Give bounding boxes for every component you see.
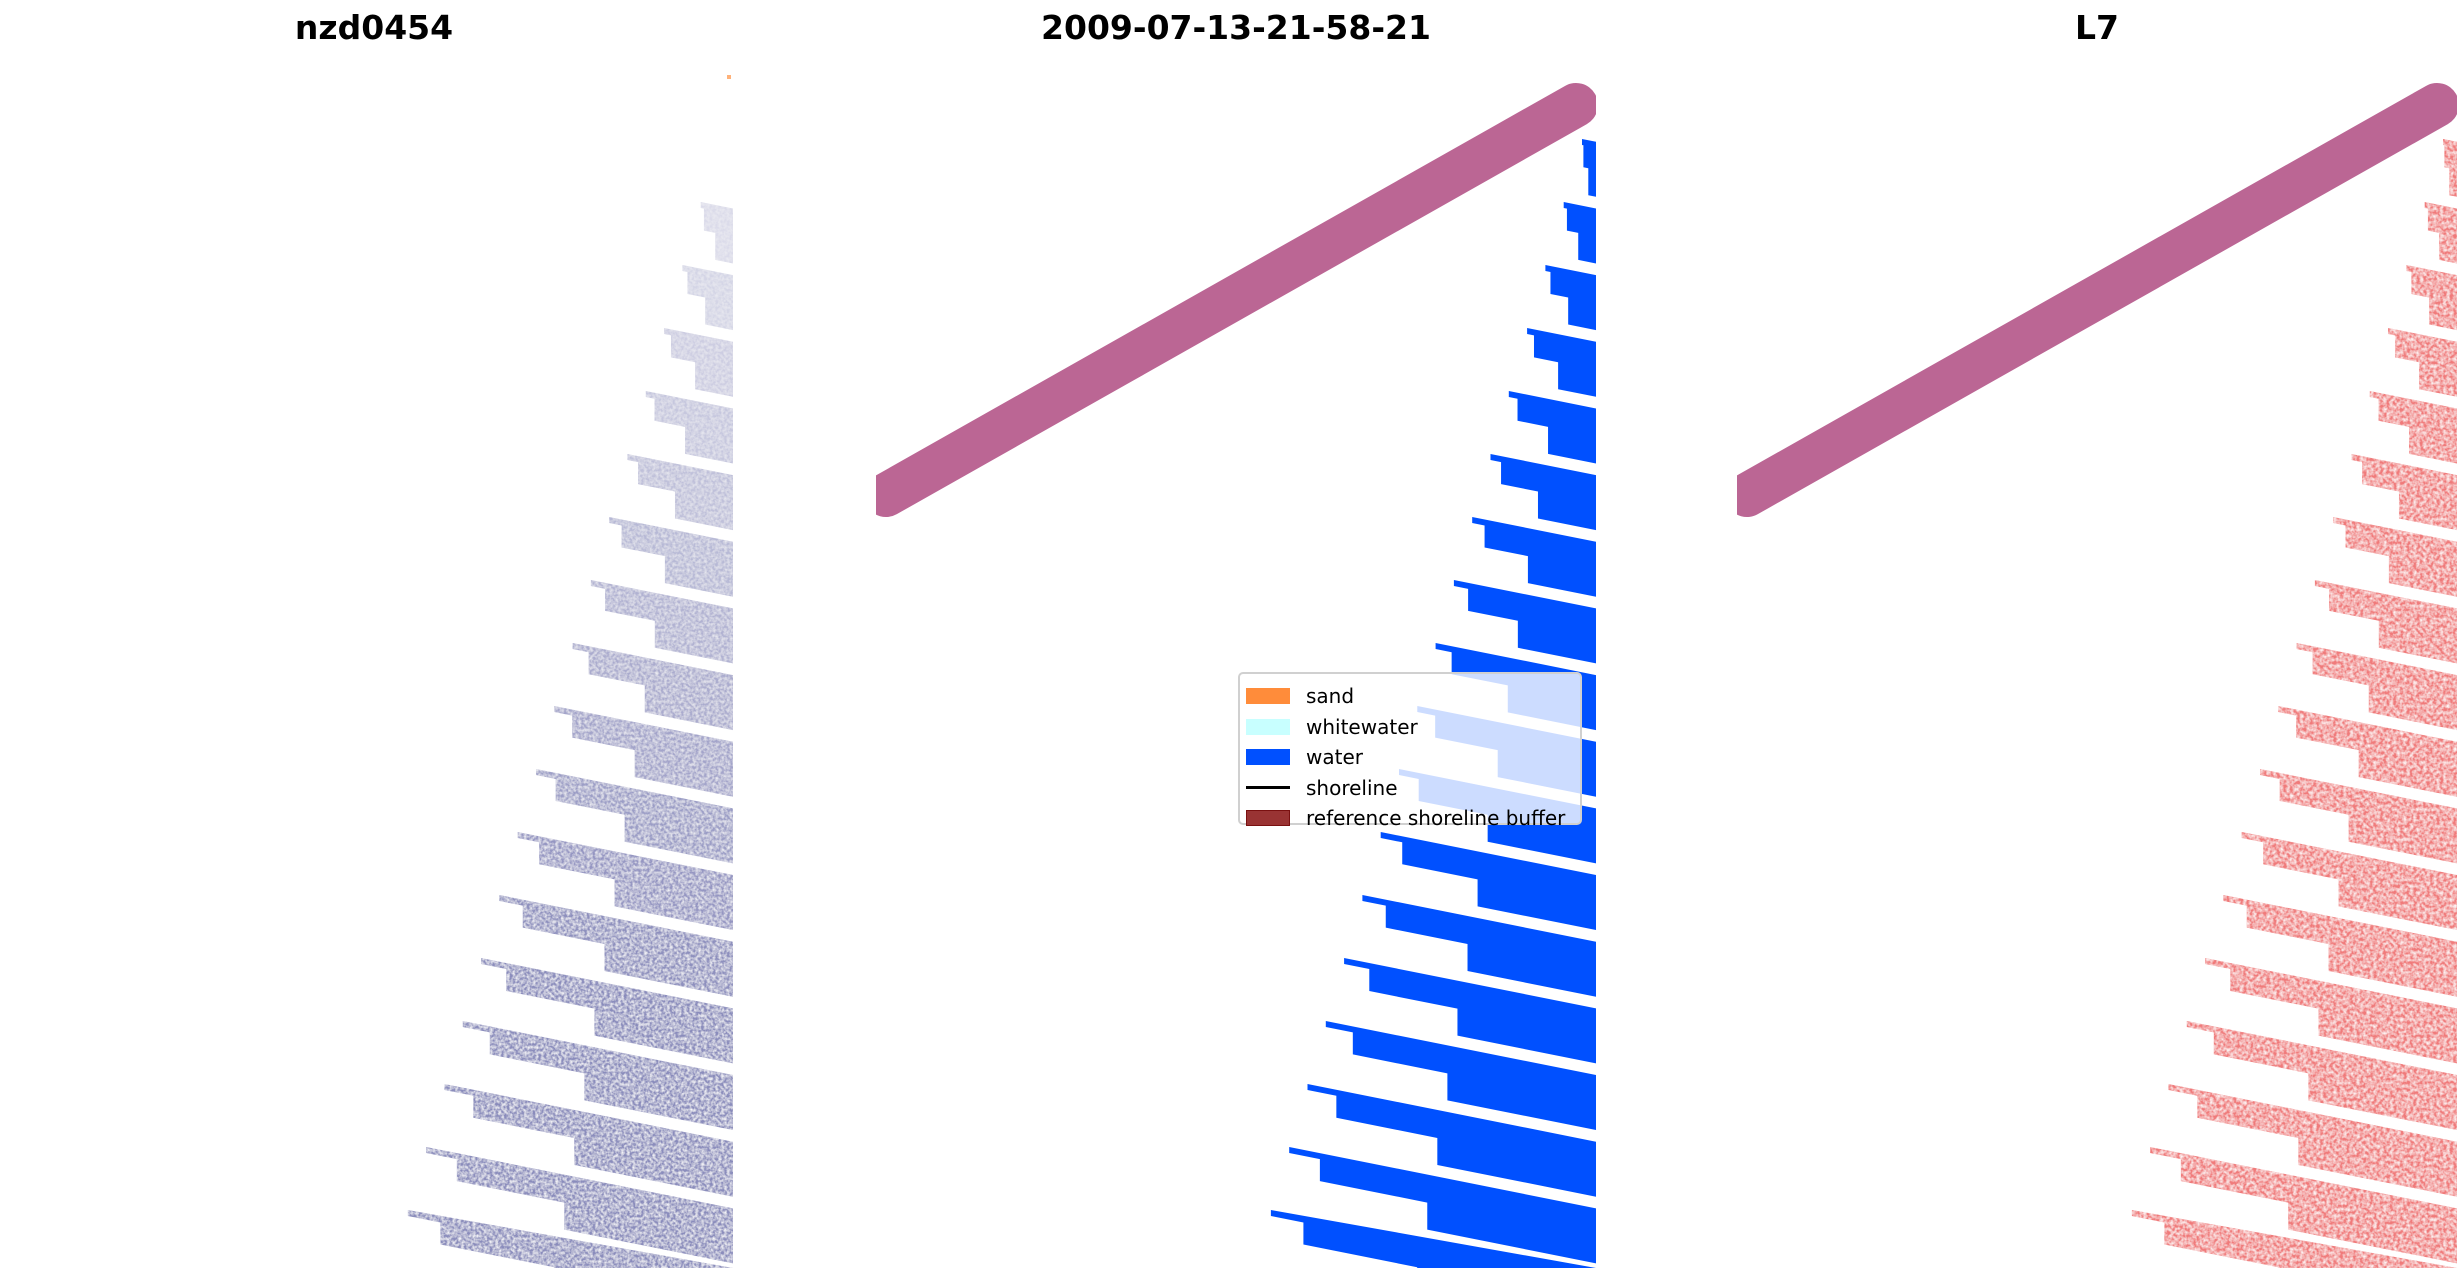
classified-stripe — [2241, 832, 2457, 931]
classified-stripe — [2406, 265, 2457, 331]
classified-stripe — [2260, 769, 2457, 864]
classified-stripe — [590, 580, 733, 664]
sand-pixel — [727, 75, 731, 79]
classified-stripe — [682, 265, 733, 331]
classified-stripe — [1380, 832, 1596, 931]
classified-stripe — [2351, 454, 2457, 531]
classified-stripe — [1270, 1210, 1596, 1268]
legend-item-sand: sand — [1246, 681, 1580, 712]
panel-title-left: nzd0454 — [294, 8, 454, 47]
classified-stripe — [407, 1210, 733, 1268]
legend-label: whitewater — [1306, 714, 1418, 739]
classified-stripe — [2150, 1147, 2457, 1264]
classified-stripe — [1563, 202, 1596, 264]
classified-stripe — [1362, 895, 1596, 997]
classified-stripe — [1508, 391, 1596, 464]
legend-item-reference-buffer: reference shoreline buffer — [1246, 803, 1580, 834]
buffer-swatch — [1246, 810, 1290, 827]
classified-stripe — [1307, 1084, 1596, 1197]
panel-title-right: L7 — [2075, 8, 2119, 47]
classified-stripe — [462, 1021, 733, 1131]
legend-item-shoreline: shoreline — [1246, 773, 1580, 804]
classified-stripe — [2168, 1084, 2457, 1197]
classified-stripe — [481, 958, 733, 1064]
sand-swatch — [1246, 688, 1290, 705]
classified-stripe — [572, 643, 733, 731]
classified-stripe — [664, 328, 733, 397]
legend-label: reference shoreline buffer — [1306, 806, 1566, 831]
classified-stripe — [2333, 517, 2457, 597]
classified-stripe — [1545, 265, 1596, 331]
classified-stripe — [2296, 643, 2457, 731]
classified-stripe — [2424, 202, 2457, 264]
classified-stripe — [426, 1147, 733, 1264]
legend-item-water: water — [1246, 742, 1580, 773]
classified-stripe — [1472, 517, 1596, 597]
classified-stripe — [554, 706, 733, 797]
classified-stripe — [1490, 454, 1596, 531]
classified-stripe — [2369, 391, 2457, 464]
water-swatch — [1246, 749, 1290, 766]
classified-stripe — [536, 769, 733, 864]
classified-stripe — [444, 1084, 733, 1197]
reference-shoreline-buffer — [1737, 83, 2457, 517]
legend-label: water — [1306, 745, 1363, 770]
classified-stripe — [2223, 895, 2457, 997]
classified-stripe — [627, 454, 733, 531]
classified-stripe — [2205, 958, 2457, 1064]
classified-stripe — [2278, 706, 2457, 797]
classified-stripe — [499, 895, 733, 997]
index-image-panel — [1737, 75, 2457, 1268]
shoreline-line-swatch — [1246, 786, 1290, 790]
classified-stripe — [1289, 1147, 1596, 1264]
reference-shoreline-buffer — [876, 83, 1596, 517]
classified-stripe — [645, 391, 733, 464]
panel-title-middle: 2009-07-13-21-58-21 — [1041, 8, 1431, 47]
classified-stripe — [1344, 958, 1596, 1064]
legend: sand whitewater water shoreline referenc… — [1238, 672, 1582, 830]
classified-stripe — [517, 832, 733, 931]
classified-stripe — [2186, 1021, 2457, 1131]
rgb-image — [407, 75, 733, 1268]
whitewater-swatch — [1246, 718, 1290, 735]
classified-stripe — [2314, 580, 2457, 664]
classified-stripe — [1527, 328, 1596, 397]
rgb-image-panel — [13, 75, 733, 1268]
classified-stripe — [1325, 1021, 1596, 1131]
index-image — [1737, 83, 2457, 1268]
classified-stripe — [1582, 139, 1596, 197]
legend-label: sand — [1306, 684, 1355, 709]
classified-stripe — [2388, 328, 2457, 397]
classified-stripe — [609, 517, 733, 597]
legend-item-whitewater: whitewater — [1246, 712, 1580, 743]
classified-stripe — [2443, 139, 2457, 197]
legend-label: shoreline — [1306, 775, 1398, 800]
classified-stripe — [1453, 580, 1596, 664]
classified-stripe — [700, 202, 733, 264]
